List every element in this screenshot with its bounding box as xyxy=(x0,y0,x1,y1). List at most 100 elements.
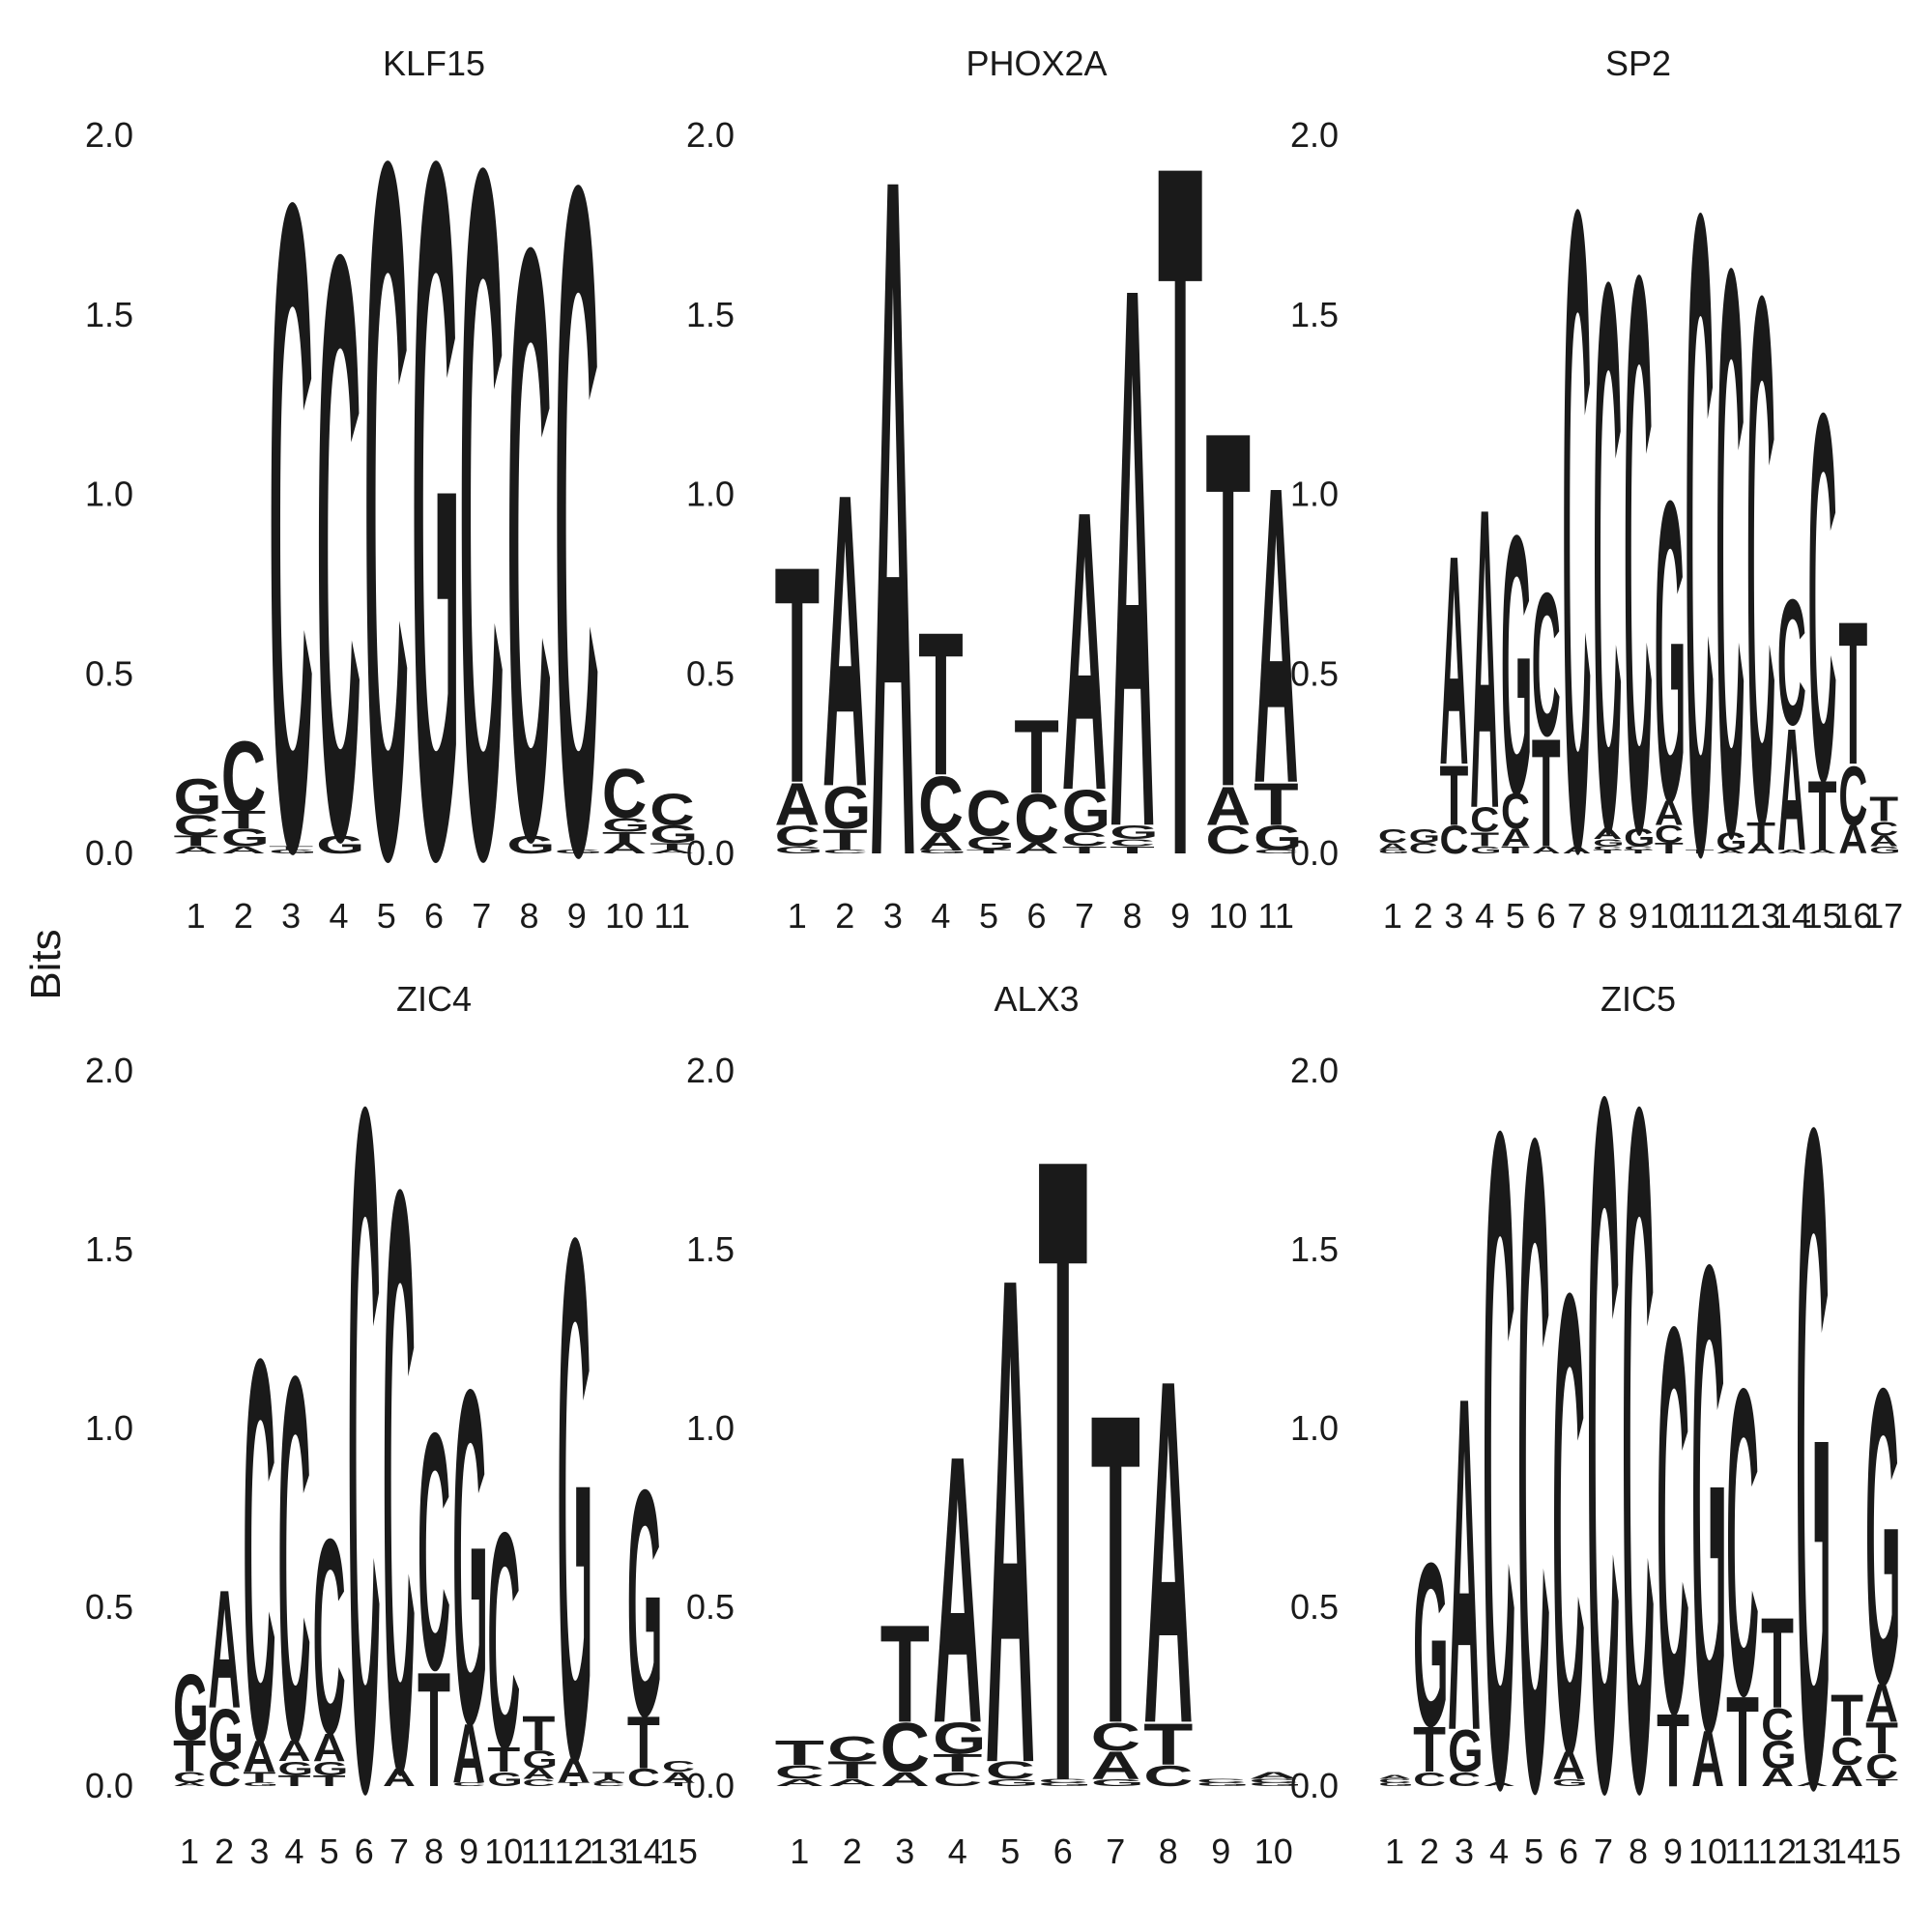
logo-letter-c: C xyxy=(662,1759,695,1775)
position-label: 7 xyxy=(1106,1831,1125,1871)
logo-letter-a: A xyxy=(1761,1765,1794,1792)
position-label: 5 xyxy=(979,896,998,936)
logo-letter-a: A xyxy=(383,1765,416,1792)
logo-letter-a: A xyxy=(1501,824,1530,851)
logo-letter-g: G xyxy=(522,1746,558,1773)
logo-letter-t: T xyxy=(1413,1714,1446,1786)
position-label: 6 xyxy=(1026,896,1046,936)
logo-letter-c: C xyxy=(1657,1212,1689,1828)
logo-letter-t: T xyxy=(602,829,647,847)
logo-letter-c: C xyxy=(1470,801,1499,840)
logo-letter-c: C xyxy=(221,721,266,832)
position-label: 6 xyxy=(355,1831,374,1871)
position-label: 13 xyxy=(1793,1831,1831,1871)
position-label: 7 xyxy=(1567,896,1586,936)
position-label: 4 xyxy=(1489,1831,1509,1871)
logo-letter-c: C xyxy=(1483,937,1515,1932)
position-label: 9 xyxy=(459,1831,478,1871)
logo-letter-c: C xyxy=(243,1245,275,1855)
logo-letter-g: G xyxy=(966,832,1015,854)
logo-letter-g: G xyxy=(1378,1782,1414,1788)
position-label: 17 xyxy=(1864,896,1903,936)
logo-letter-a: A xyxy=(649,849,694,854)
logo-letter-g: G xyxy=(1655,412,1686,891)
logo-letter-c: C xyxy=(1062,829,1108,851)
logo-letter-t: T xyxy=(649,841,694,851)
logo-letter-c: C xyxy=(459,0,504,1062)
position-label: 11 xyxy=(1724,1831,1760,1871)
logo-letter-c: C xyxy=(1838,748,1867,843)
y-tick-label: 0.0 xyxy=(1290,1766,1339,1805)
logo-letter-a: A xyxy=(1470,418,1499,898)
logo-letter-t: T xyxy=(1532,707,1561,880)
position-label: 2 xyxy=(835,896,854,936)
logo-letter-a: A xyxy=(1532,845,1561,855)
position-label: 4 xyxy=(284,1831,303,1871)
logo-letter-c: C xyxy=(348,907,381,1932)
logo-letter-c: C xyxy=(383,1018,416,1932)
logo-letter-a: A xyxy=(1254,399,1299,873)
logo-letter-c: C xyxy=(774,819,820,852)
y-tick-label: 0.0 xyxy=(85,833,133,873)
logo-letter-c: C xyxy=(1378,1778,1411,1784)
logo-letter-g: G xyxy=(555,849,603,854)
logo-letter-a: A xyxy=(208,1556,241,1745)
position-label: 3 xyxy=(249,1831,269,1871)
logo-letter-t: T xyxy=(1110,845,1155,856)
logo-letter-c: C xyxy=(1532,551,1561,779)
y-tick-label: 1.0 xyxy=(85,1408,133,1448)
position-label: 5 xyxy=(320,1831,339,1871)
logo-letter-c: C xyxy=(1197,1778,1246,1784)
position-label: 10 xyxy=(1688,1831,1727,1871)
y-tick-label: 0.5 xyxy=(686,1587,735,1627)
logo-letter-g: G xyxy=(452,1292,488,1824)
logo-letter-a: A xyxy=(602,840,647,856)
panel-title: SP2 xyxy=(1605,43,1671,83)
logo-letter-t: T xyxy=(313,1773,346,1789)
position-label: 4 xyxy=(329,896,348,936)
logo-letter-c: C xyxy=(627,1765,660,1792)
y-tick-label: 2.0 xyxy=(85,115,133,155)
logo-letter-g: G xyxy=(1552,1777,1588,1788)
logo-letter-t: T xyxy=(1865,1714,1898,1764)
logo-letter-a: A xyxy=(243,1732,275,1781)
logo-letter-g: G xyxy=(1593,838,1624,849)
logo-letter-a: A xyxy=(173,845,217,856)
logo-letter-c: C xyxy=(316,83,360,1013)
position-label: 5 xyxy=(1524,1831,1543,1871)
logo-letter-a: A xyxy=(1062,428,1108,874)
logo-letter-a: A xyxy=(1777,691,1806,887)
y-tick-label: 0.0 xyxy=(85,1766,133,1805)
position-label: 1 xyxy=(1383,896,1402,936)
logo-letter-c: C xyxy=(1501,784,1530,839)
logo-letter-a: A xyxy=(558,1751,591,1790)
logo-letter-a: A xyxy=(880,1769,930,1791)
logo-letter-t: T xyxy=(880,1596,930,1751)
logo-letter-t: T xyxy=(269,846,314,851)
position-label: 16 xyxy=(1833,896,1872,936)
position-label: 14 xyxy=(624,1831,663,1871)
logo-letter-a: A xyxy=(1655,794,1684,833)
logo-letter-t: T xyxy=(1686,849,1715,854)
logo-letter-t: T xyxy=(1439,749,1468,844)
logo-letter-a: A xyxy=(1777,849,1806,854)
position-label: 9 xyxy=(1663,1831,1683,1871)
logo-letter-g: G xyxy=(986,1777,1039,1789)
logo-letter-c: C xyxy=(1413,1768,1446,1790)
position-label: 6 xyxy=(1053,1831,1073,1871)
logo-letter-t: T xyxy=(774,503,820,849)
logo-letter-c: C xyxy=(1726,1299,1759,1787)
position-label: 2 xyxy=(234,896,253,936)
logo-letter-g: G xyxy=(412,0,460,1065)
logo-letter-g: G xyxy=(1254,820,1302,858)
logo-letter-t: T xyxy=(1746,816,1775,850)
logo-letter-t: T xyxy=(1014,698,1059,815)
logo-letter-t: T xyxy=(1062,845,1108,856)
position-label: 1 xyxy=(187,896,206,936)
position-label: 1 xyxy=(790,1831,809,1871)
logo-letter-g: G xyxy=(1249,1781,1302,1787)
logo-letter-g: G xyxy=(1470,845,1501,855)
position-label: 10 xyxy=(605,896,644,936)
